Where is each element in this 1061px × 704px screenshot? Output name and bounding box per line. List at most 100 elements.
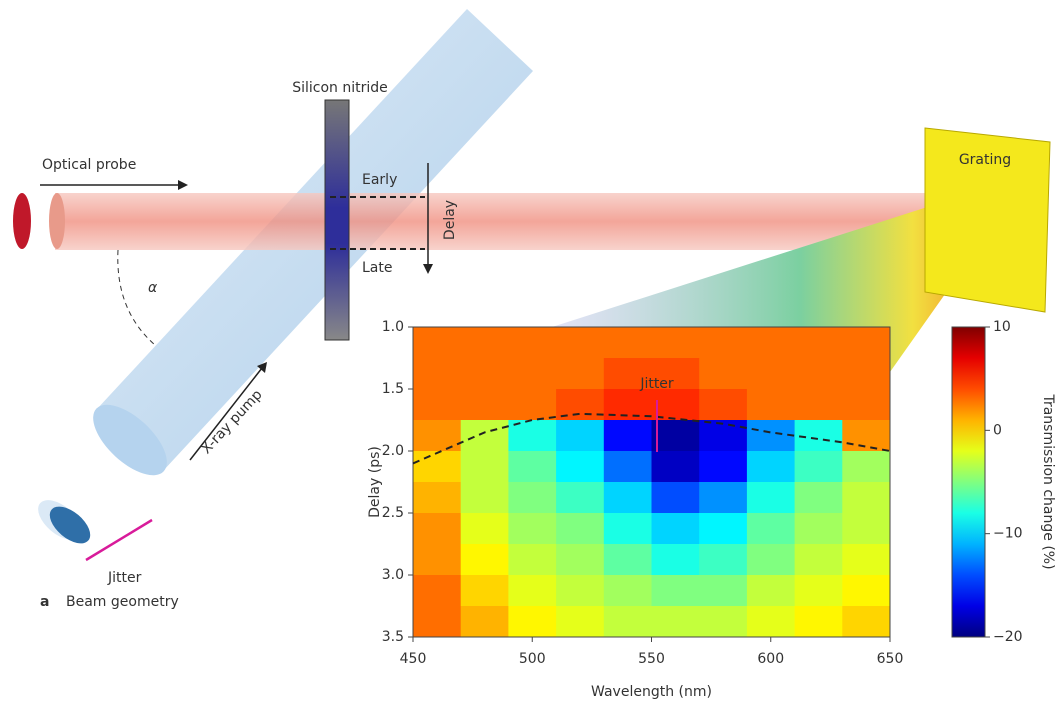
heat-cell bbox=[508, 606, 557, 638]
heat-cell bbox=[556, 544, 605, 576]
x-tick-label: 500 bbox=[519, 651, 546, 667]
heat-cell bbox=[794, 482, 843, 514]
heat-cell bbox=[508, 451, 557, 483]
heat-cell bbox=[842, 358, 891, 390]
heat-cell bbox=[556, 420, 605, 452]
label: Delay bbox=[442, 200, 458, 240]
y-tick-label: 3.0 bbox=[382, 567, 404, 583]
heat-cell bbox=[556, 358, 605, 390]
panel-letter: a bbox=[40, 594, 49, 610]
heat-cell bbox=[651, 544, 700, 576]
heat-cell bbox=[794, 420, 843, 452]
heatmap: Jitter 450 500 550 600 650 1.0 1.5 2.0 2.5 3.0 3.5 W… bbox=[367, 319, 1056, 700]
heat-cell bbox=[603, 513, 652, 545]
lens bbox=[49, 506, 91, 544]
heat-cell bbox=[460, 358, 509, 390]
heat-cell bbox=[508, 482, 557, 514]
heat-cell bbox=[413, 451, 462, 483]
heat-cell bbox=[413, 544, 462, 576]
heat-cell bbox=[651, 389, 700, 421]
heat-cell bbox=[842, 482, 891, 514]
y-tick-label: 2.5 bbox=[382, 505, 404, 521]
heat-cell bbox=[746, 358, 796, 390]
heat-cell bbox=[508, 544, 557, 576]
arrow-head bbox=[423, 264, 433, 274]
heat-cell bbox=[460, 544, 509, 576]
heat-cell bbox=[413, 482, 462, 514]
heat-cell bbox=[746, 606, 796, 638]
heat-cell bbox=[699, 513, 748, 545]
heat-cell bbox=[603, 420, 652, 452]
heat-cell bbox=[651, 513, 700, 545]
angle-arc bbox=[117, 249, 156, 346]
heat-cell bbox=[603, 606, 652, 638]
heat-cell bbox=[508, 513, 557, 545]
heat-cell bbox=[508, 575, 557, 607]
heat-cell bbox=[556, 327, 605, 359]
heat-cell bbox=[460, 451, 509, 483]
heat-cell bbox=[699, 358, 748, 390]
laser-source bbox=[13, 193, 31, 249]
heat-cell bbox=[413, 606, 462, 638]
heat-cell bbox=[842, 451, 891, 483]
heat-cell bbox=[699, 451, 748, 483]
heat-cell bbox=[603, 575, 652, 607]
x-tick-label: 600 bbox=[757, 651, 784, 667]
colorbar-label: Transmission change (%) bbox=[1040, 393, 1056, 569]
x-tick-label: 550 bbox=[638, 651, 665, 667]
arrow-head bbox=[257, 362, 267, 373]
heat-cell bbox=[842, 544, 891, 576]
colorbar-tick-label: 10 bbox=[993, 319, 1011, 335]
heat-cell bbox=[413, 575, 462, 607]
heat-cell bbox=[746, 544, 796, 576]
heat-cell bbox=[460, 575, 509, 607]
heat-cell bbox=[413, 389, 462, 421]
heat-cell bbox=[746, 327, 796, 359]
heat-cell bbox=[603, 482, 652, 514]
label: Silicon nitride bbox=[292, 80, 388, 96]
sample-slide bbox=[324, 99, 350, 341]
heat-cell bbox=[556, 606, 605, 638]
annotation: Jitter bbox=[639, 376, 674, 392]
label: Jitter bbox=[107, 570, 142, 586]
heat-cell bbox=[603, 327, 652, 359]
x-tick-label: 650 bbox=[877, 651, 904, 667]
heat-cell bbox=[794, 544, 843, 576]
heat-cell bbox=[794, 389, 843, 421]
panel-title: Beam geometry bbox=[66, 594, 179, 610]
heat-cell bbox=[794, 513, 843, 545]
heat-cell bbox=[556, 482, 605, 514]
heat-cell bbox=[460, 420, 509, 452]
heat-cell bbox=[842, 513, 891, 545]
heat-cell bbox=[746, 389, 796, 421]
heat-cell bbox=[603, 358, 652, 390]
y-tick-label: 2.0 bbox=[382, 443, 404, 459]
y-tick-label: 1.5 bbox=[382, 381, 404, 397]
y-tick-label: 1.0 bbox=[382, 319, 404, 335]
heat-cell bbox=[651, 420, 700, 452]
heat-cell bbox=[413, 358, 462, 390]
heat-cell bbox=[556, 451, 605, 483]
heat-cell bbox=[746, 451, 796, 483]
heat-cell bbox=[746, 513, 796, 545]
heat-cell bbox=[508, 420, 557, 452]
colorbar-tick-label: −10 bbox=[993, 526, 1023, 542]
heat-cell bbox=[699, 575, 748, 607]
heat-cell bbox=[794, 358, 843, 390]
heat-cell bbox=[746, 575, 796, 607]
heat-cell bbox=[460, 482, 509, 514]
heat-cell bbox=[651, 575, 700, 607]
grating bbox=[924, 127, 1051, 313]
heat-cell bbox=[603, 451, 652, 483]
heat-cell bbox=[508, 358, 557, 390]
jitter-arrow bbox=[85, 518, 153, 562]
heat-cell bbox=[651, 606, 700, 638]
heat-cell bbox=[794, 575, 843, 607]
heat-cell bbox=[413, 327, 462, 359]
heat-cell bbox=[794, 327, 843, 359]
label: α bbox=[148, 280, 158, 296]
heat-cell bbox=[508, 389, 557, 421]
colorbar-tick-label: 0 bbox=[993, 422, 1002, 438]
heat-cell bbox=[746, 482, 796, 514]
